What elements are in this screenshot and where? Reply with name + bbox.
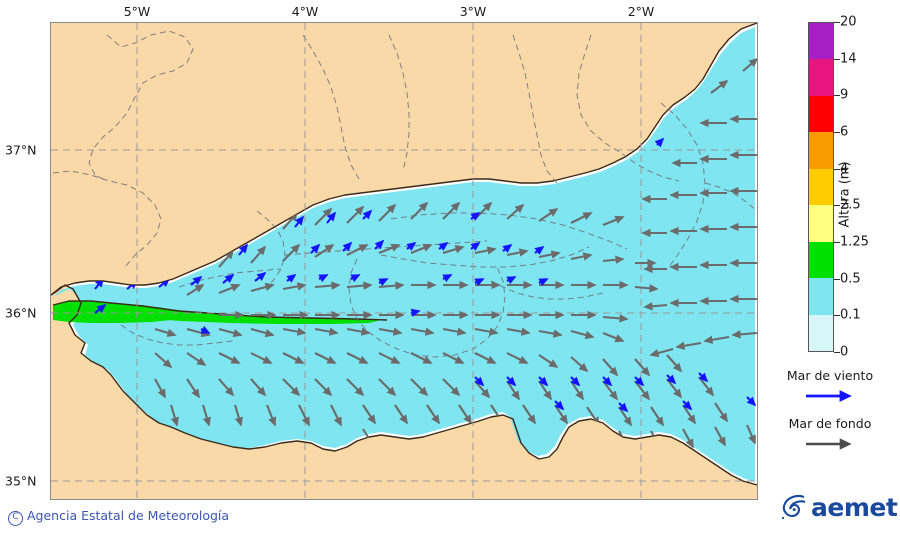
map-canvas — [51, 23, 757, 499]
colorbar-tick-1.25: 1.25 — [840, 234, 869, 250]
copyright-text: Agencia Estatal de Meteorología — [27, 508, 230, 523]
colorbar-tick-6: 6 — [840, 124, 849, 140]
colorbar-tick-4: 4 — [840, 161, 849, 177]
colorbar-segment-4-2.5 — [809, 168, 833, 206]
colorbar-tickmark-2.5 — [834, 205, 840, 207]
colorbar-tick-9: 9 — [840, 87, 849, 103]
colorbar-segment-9-6 — [809, 95, 833, 133]
colorbar-tick-0: 0 — [840, 344, 849, 360]
colorbar-segment-2.5-1.25 — [809, 205, 833, 242]
colorbar-tickmark-0.1 — [834, 315, 840, 317]
colorbar-tick-14: 14 — [840, 51, 857, 67]
colorbar-segment-6-4 — [809, 132, 833, 169]
y-tick-37n: 37°N — [5, 142, 37, 158]
aemet-swirl-icon — [781, 494, 806, 520]
colorbar-tick-0.5: 0.5 — [840, 271, 861, 287]
colorbar-segment-14-9 — [809, 59, 833, 96]
x-tick-3w: 3°W — [459, 4, 487, 19]
colorbar-tickmark-20 — [834, 22, 840, 23]
legend-swell-label: Mar de fondo — [788, 416, 872, 431]
x-tick-2w: 2°W — [627, 4, 655, 19]
y-tick-36n: 36°N — [5, 305, 37, 321]
colorbar-tickmark-9 — [834, 95, 840, 97]
colorbar-tickmark-0 — [834, 352, 840, 353]
map-panel[interactable] — [50, 22, 758, 500]
x-tick-4w: 4°W — [291, 4, 319, 19]
colorbar-segment-1.25-0.5 — [809, 241, 833, 279]
copyright-notice: C Agencia Estatal de Meteorología — [8, 508, 229, 526]
copyright-icon: C — [8, 511, 23, 526]
legend-wind-sea-arrow-icon — [806, 390, 852, 402]
colorbar-tickmark-0.5 — [834, 278, 840, 280]
colorbar-tickmark-14 — [834, 58, 840, 60]
colorbar[interactable] — [808, 22, 834, 352]
y-tick-35n: 35°N — [5, 473, 37, 489]
colorbar-tick-0.1: 0.1 — [840, 307, 861, 323]
colorbar-tickmark-4 — [834, 168, 840, 170]
legend-swell-arrow-icon — [806, 438, 852, 450]
aemet-logo[interactable]: aemet — [778, 492, 898, 522]
colorbar-tickmark-6 — [834, 132, 840, 133]
legend-wind-sea-label: Mar de viento — [786, 368, 874, 383]
colorbar-tick-20: 20 — [840, 14, 857, 30]
colorbar-tickmark-1.25 — [834, 242, 840, 243]
colorbar-tick-2.5: 2.5 — [840, 197, 861, 213]
colorbar-segment-20-14 — [809, 23, 833, 60]
x-tick-5w: 5°W — [123, 4, 151, 19]
colorbar-segment-0.1-0 — [809, 314, 833, 351]
aemet-logo-text: aemet — [811, 492, 898, 522]
colorbar-segment-0.5-0.1 — [809, 278, 833, 315]
